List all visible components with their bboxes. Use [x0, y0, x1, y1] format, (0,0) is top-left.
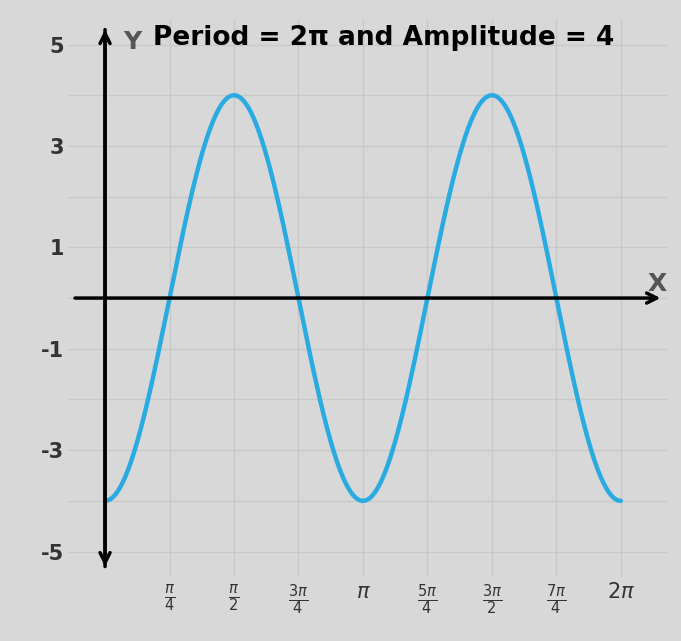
Text: Y: Y	[123, 30, 142, 54]
Text: Period = 2π and Amplitude = 4: Period = 2π and Amplitude = 4	[153, 26, 614, 51]
Text: X: X	[648, 272, 667, 296]
